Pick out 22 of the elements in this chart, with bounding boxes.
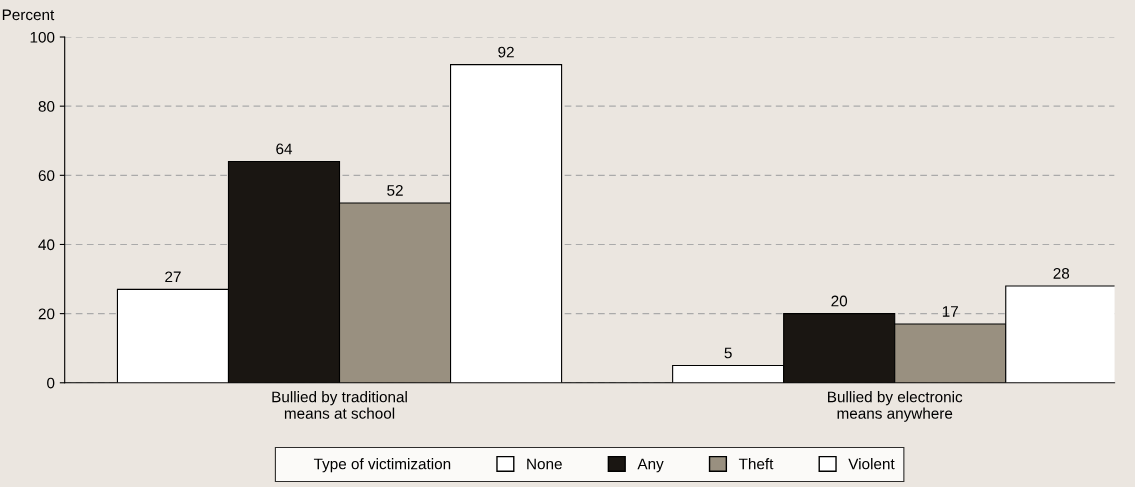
data-label: 27: [165, 271, 181, 283]
y-tick-label: 20: [38, 308, 55, 320]
data-label: 5: [724, 347, 732, 359]
x-tick-label: Bullied by electronic means anywhere: [828, 391, 963, 422]
y-tick-label: 80: [38, 101, 55, 112]
data-label: 20: [831, 295, 848, 307]
legend-label: Any: [637, 458, 664, 473]
data-label: 92: [498, 46, 514, 58]
y-tick-label: 60: [38, 170, 55, 182]
data-label: 28: [1053, 267, 1070, 279]
y-tick-label: 100: [30, 31, 55, 43]
y-axis-title: Percent: [2, 9, 55, 21]
legend-title: Type of victimization: [313, 458, 451, 473]
legend-label: None: [527, 458, 562, 470]
y-tick-label: 0: [47, 377, 55, 389]
data-label: 17: [942, 306, 958, 317]
x-tick-label: Bullied by traditional means at school: [272, 391, 407, 419]
y-tick-label: 40: [38, 239, 55, 251]
data-label: 52: [387, 184, 403, 196]
legend-label: Theft: [738, 458, 774, 470]
data-label: 64: [276, 143, 293, 155]
legend-label: Violent: [848, 458, 895, 470]
